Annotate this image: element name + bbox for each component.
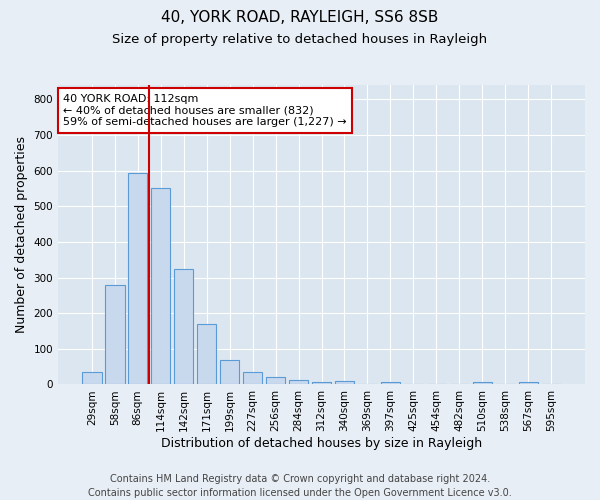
Bar <box>518 382 538 384</box>
Bar <box>473 382 492 384</box>
Bar <box>128 173 148 384</box>
X-axis label: Distribution of detached houses by size in Rayleigh: Distribution of detached houses by size … <box>161 437 482 450</box>
Text: Contains HM Land Registry data © Crown copyright and database right 2024.
Contai: Contains HM Land Registry data © Crown c… <box>88 474 512 498</box>
Text: 40, YORK ROAD, RAYLEIGH, SS6 8SB: 40, YORK ROAD, RAYLEIGH, SS6 8SB <box>161 10 439 25</box>
Y-axis label: Number of detached properties: Number of detached properties <box>15 136 28 333</box>
Bar <box>289 380 308 384</box>
Bar <box>197 324 217 384</box>
Bar <box>266 378 286 384</box>
Bar <box>243 372 262 384</box>
Bar <box>174 268 193 384</box>
Bar <box>220 360 239 384</box>
Text: Size of property relative to detached houses in Rayleigh: Size of property relative to detached ho… <box>112 32 488 46</box>
Bar <box>335 381 354 384</box>
Bar <box>380 382 400 384</box>
Bar <box>105 284 125 384</box>
Bar <box>151 188 170 384</box>
Text: 40 YORK ROAD: 112sqm
← 40% of detached houses are smaller (832)
59% of semi-deta: 40 YORK ROAD: 112sqm ← 40% of detached h… <box>64 94 347 127</box>
Bar <box>82 372 101 384</box>
Bar <box>312 382 331 384</box>
